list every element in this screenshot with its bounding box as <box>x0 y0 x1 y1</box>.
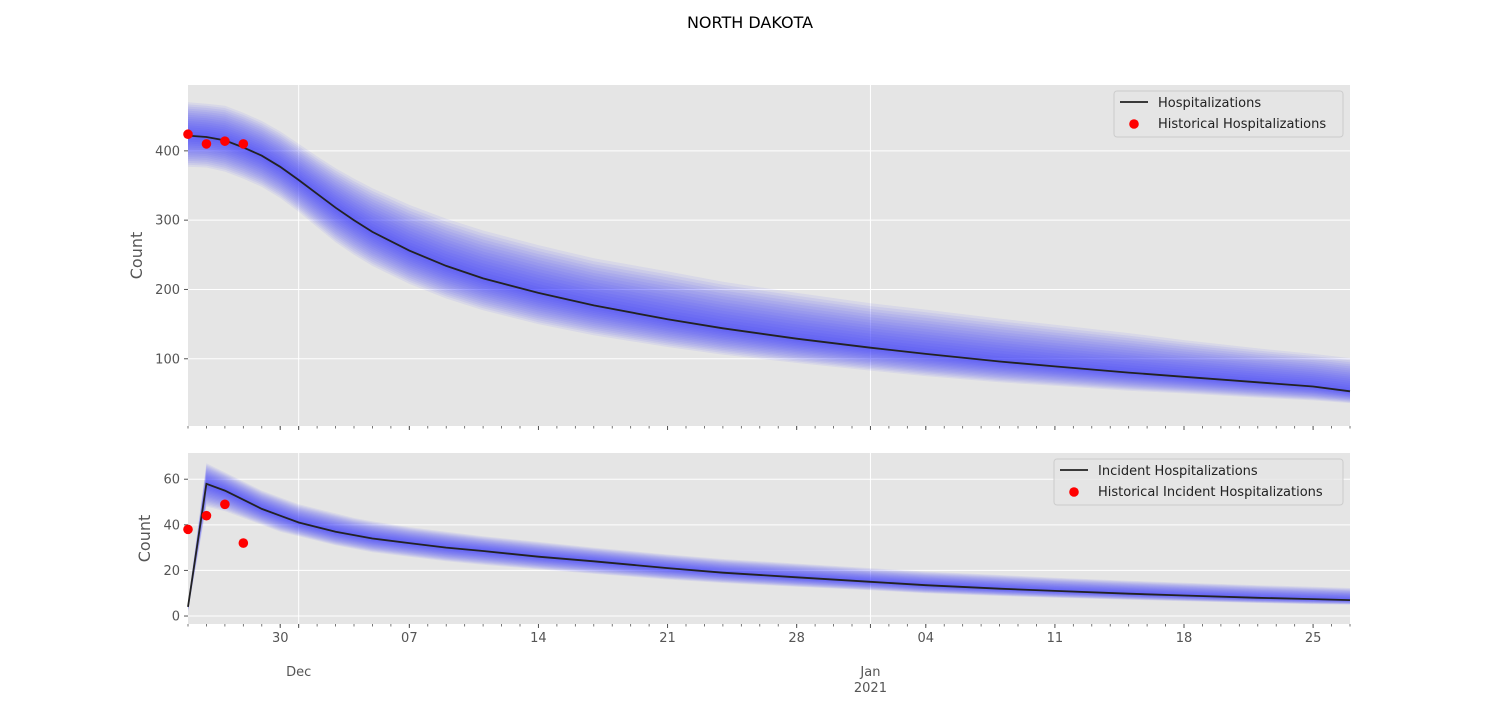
y-tick-label: 40 <box>163 518 180 533</box>
uncertainty-band <box>188 469 1350 610</box>
legend-label: Incident Hospitalizations <box>1098 464 1258 479</box>
y-tick-label: 300 <box>155 214 180 229</box>
y-tick-label: 60 <box>163 473 180 488</box>
uncertainty-band <box>188 114 1350 399</box>
series-line <box>187 482 1351 608</box>
historical-point <box>183 129 193 140</box>
legend-dot-swatch <box>1069 487 1079 497</box>
y-tick-label: 200 <box>155 283 180 298</box>
legend-label: Historical Hospitalizations <box>1158 117 1326 132</box>
y-axis-label: Count <box>135 515 154 563</box>
uncertainty-band <box>188 476 1350 609</box>
historical-point <box>220 136 230 146</box>
uncertainty-band <box>188 478 1350 608</box>
uncertainty-band <box>188 127 1350 395</box>
x-tick-label: 25 <box>1305 631 1322 646</box>
historical-point <box>238 538 249 548</box>
uncertainty-band <box>188 471 1350 610</box>
uncertainty-band <box>188 472 1350 610</box>
uncertainty-band <box>188 106 1350 402</box>
x-tick-label: 04 <box>918 631 935 646</box>
y-tick-label: 20 <box>163 564 180 579</box>
panel-hospitalizations: 100 200 300 400 Count Hospitalizations Histori… <box>127 85 1351 430</box>
figure-title: NORTH DAKOTA <box>687 13 813 32</box>
x-tick-label: 30 <box>272 631 289 646</box>
uncertainty-band <box>188 474 1350 609</box>
uncertainty-band <box>188 116 1350 399</box>
legend-box <box>1113 90 1344 138</box>
x-tick-label: 07 <box>401 631 418 646</box>
historical-point <box>183 524 193 535</box>
legend-label: Hospitalizations <box>1158 96 1261 111</box>
x-tick-label: 11 <box>1047 631 1064 646</box>
uncertainty-band <box>188 119 1350 398</box>
series-line <box>187 134 1351 393</box>
uncertainty-band <box>188 104 1350 403</box>
historical-point <box>201 139 212 149</box>
uncertainty-band <box>188 123 1350 396</box>
uncertainty-band <box>188 468 1350 611</box>
historical-point <box>201 510 212 521</box>
uncertainty-band <box>188 102 1350 404</box>
legend-box <box>1053 458 1344 506</box>
y-tick-label: 400 <box>155 144 180 159</box>
x-tick-label: 21 <box>659 631 676 646</box>
x-tick-label: 18 <box>1176 631 1193 646</box>
legend-label: Historical Incident Hospitalizations <box>1098 485 1323 500</box>
historical-point <box>220 499 230 510</box>
legend-dot-swatch <box>1129 119 1139 129</box>
uncertainty-band <box>188 125 1350 395</box>
uncertainty-band <box>188 121 1350 397</box>
x-tick-label: 28 <box>788 631 805 646</box>
x-month-label: Jan <box>859 665 880 680</box>
plot-area <box>188 85 1350 426</box>
uncertainty-band <box>188 473 1350 610</box>
x-tick-label: 14 <box>530 631 547 646</box>
y-tick-label: 0 <box>172 610 180 625</box>
y-axis-label: Count <box>127 232 146 280</box>
uncertainty-band <box>188 477 1350 609</box>
y-tick-label: 100 <box>155 352 180 367</box>
historical-point <box>238 139 249 149</box>
x-month-label: Dec <box>286 665 311 680</box>
x-year-label: 2021 <box>854 681 887 696</box>
panel-incident: 0 20 40 60 Count Incident Hospitalizations His… <box>135 453 1351 696</box>
